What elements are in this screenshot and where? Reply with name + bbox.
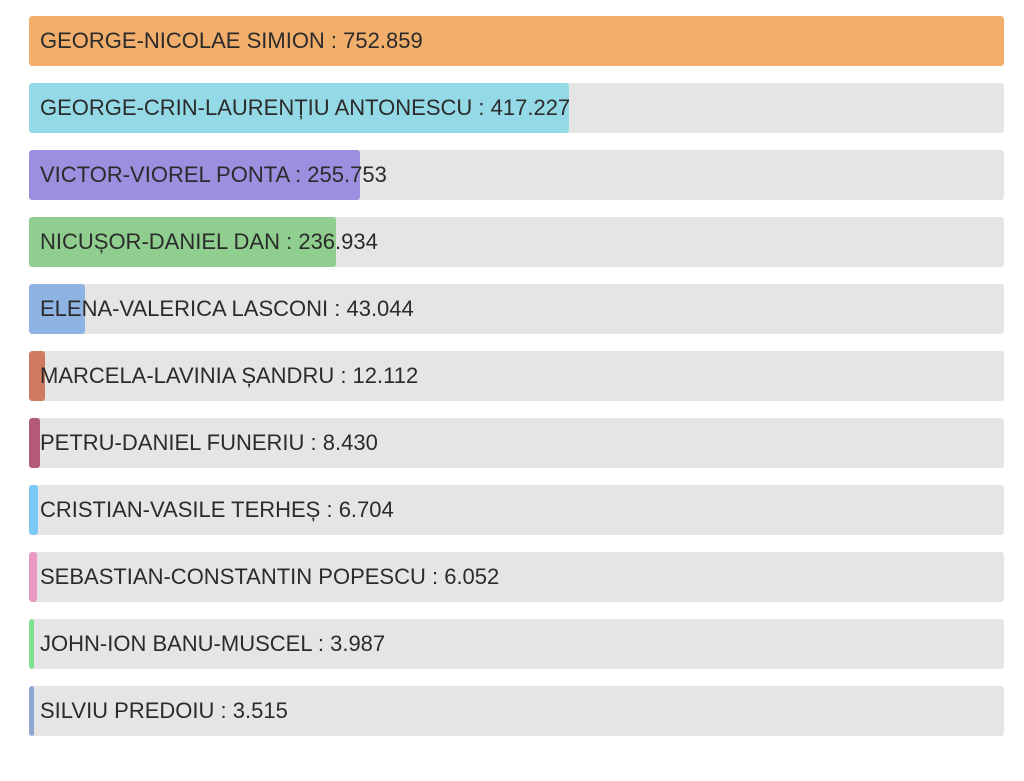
bar-label: MARCELA-LAVINIA ȘANDRU : 12.112 (40, 363, 419, 388)
bar-label: SILVIU PREDOIU : 3.515 (40, 698, 288, 723)
bar (29, 16, 1004, 66)
bar-track: NICUȘOR-DANIEL DAN : 236.934 (29, 217, 1004, 267)
bar-label: NICUȘOR-DANIEL DAN : 236.934 (40, 229, 378, 254)
bar (29, 619, 35, 669)
bar-label: SEBASTIAN-CONSTANTIN POPESCU : 6.052 (40, 564, 500, 589)
bar (29, 418, 40, 468)
bar-track: VICTOR-VIOREL PONTA : 255.753 (29, 150, 1004, 200)
bar-track: ELENA-VALERICA LASCONI : 43.044 (29, 284, 1004, 334)
bar-track: GEORGE-NICOLAE SIMION : 752.859 (29, 16, 1004, 66)
bar-track: MARCELA-LAVINIA ȘANDRU : 12.112 (29, 351, 1004, 401)
bar-track: PETRU-DANIEL FUNERIU : 8.430 (29, 418, 1004, 468)
bar-track: JOHN-ION BANU-MUSCEL : 3.987 (29, 619, 1004, 669)
bar (29, 217, 336, 267)
bar-label: PETRU-DANIEL FUNERIU : 8.430 (40, 430, 378, 455)
bar (29, 485, 38, 535)
bar-label: ELENA-VALERICA LASCONI : 43.044 (40, 296, 414, 321)
bar-track: SEBASTIAN-CONSTANTIN POPESCU : 6.052 (29, 552, 1004, 602)
bar (29, 284, 85, 334)
bar (29, 83, 570, 133)
bar-label: VICTOR-VIOREL PONTA : 255.753 (40, 162, 387, 187)
bar-label: GEORGE-NICOLAE SIMION : 752.859 (40, 28, 423, 53)
bar (29, 351, 45, 401)
bar-label: GEORGE-CRIN-LAURENȚIU ANTONESCU : 417.22… (40, 95, 571, 120)
bar-label: JOHN-ION BANU-MUSCEL : 3.987 (40, 631, 386, 656)
vote-results-chart: GEORGE-NICOLAE SIMION : 752.859 GEORGE-CR… (29, 16, 1004, 753)
bar (29, 686, 34, 736)
bar-track: SILVIU PREDOIU : 3.515 (29, 686, 1004, 736)
bar-track: CRISTIAN-VASILE TERHEȘ : 6.704 (29, 485, 1004, 535)
bar (29, 552, 37, 602)
bar (29, 150, 361, 200)
bar-track: GEORGE-CRIN-LAURENȚIU ANTONESCU : 417.22… (29, 83, 1004, 133)
bar-label: CRISTIAN-VASILE TERHEȘ : 6.704 (40, 497, 394, 522)
